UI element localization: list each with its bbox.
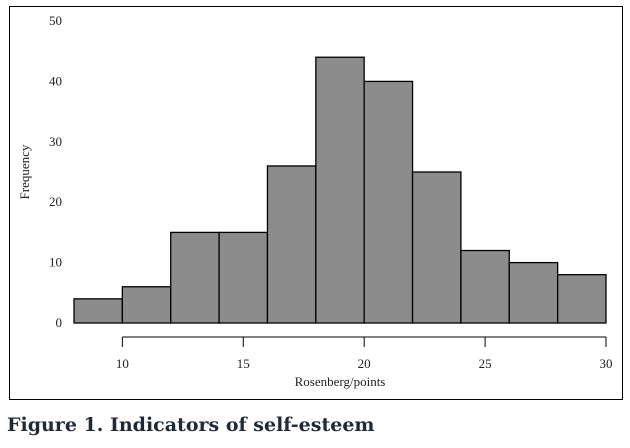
y-tick-label: 50 (49, 13, 62, 28)
histogram-bar-24-26 (460, 249, 510, 324)
x-tick-label: 30 (600, 356, 613, 371)
y-axis-title: Frequency (17, 144, 32, 199)
histogram-bar-28-30 (556, 274, 607, 324)
histogram-chart: 0 10 20 30 40 50 10 15 20 25 30 Frequency Rosenbe… (9, 6, 623, 400)
y-axis: 0 10 20 30 40 50 (49, 13, 62, 330)
y-tick-label: 40 (49, 73, 62, 88)
x-tick-label: 15 (237, 356, 250, 371)
x-axis: 10 15 20 25 30 (116, 336, 613, 371)
plot-frame (9, 6, 623, 400)
y-tick-label: 30 (49, 134, 62, 149)
y-tick-label: 20 (49, 194, 62, 209)
x-tick-label: 20 (358, 356, 371, 371)
histogram-bar-12-14 (170, 231, 220, 324)
y-tick-label: 10 (49, 255, 62, 270)
histogram-bar-26-28 (508, 261, 559, 324)
histogram-bar-8-10 (73, 298, 124, 324)
histogram-bar-20-22 (363, 80, 414, 324)
bars-group (73, 56, 607, 324)
histogram-bar-16-18 (266, 165, 317, 324)
x-tick-label: 10 (116, 356, 129, 371)
histogram-bar-14-16 (218, 231, 269, 324)
x-axis-title: Rosenberg/points (295, 374, 386, 389)
histogram-bar-10-12 (121, 286, 172, 324)
y-tick-label: 0 (56, 315, 63, 330)
histogram-bar-22-24 (411, 171, 462, 324)
figure-caption: Figure 1. Indicators of self-esteem (7, 414, 375, 436)
histogram-bar-18-20 (315, 56, 365, 324)
x-tick-label: 25 (479, 356, 492, 371)
